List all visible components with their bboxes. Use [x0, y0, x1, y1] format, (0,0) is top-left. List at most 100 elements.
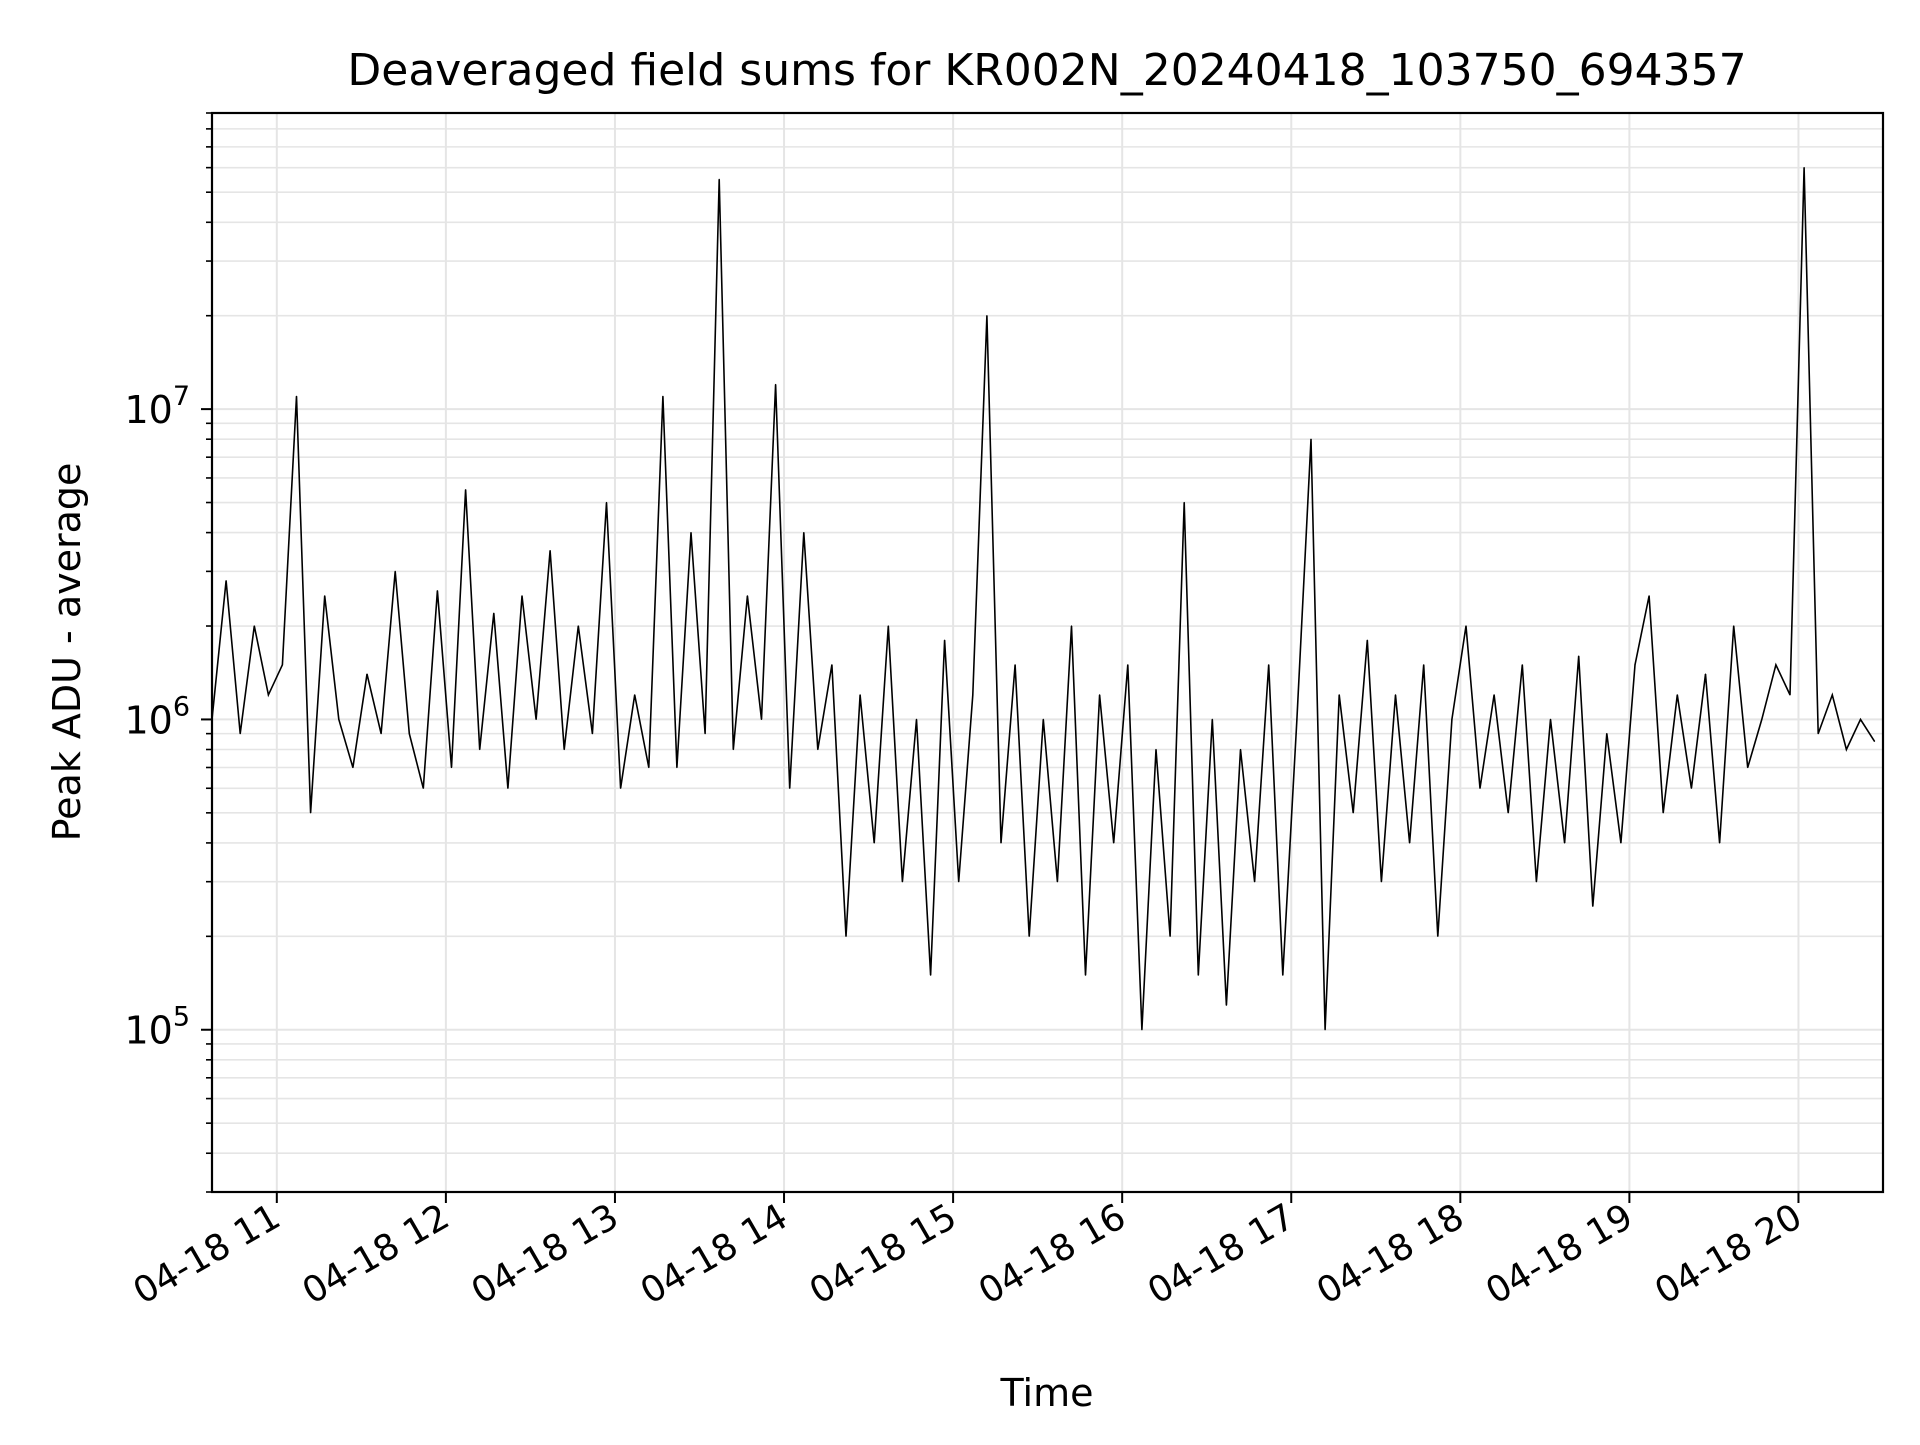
data-point — [775, 383, 777, 386]
data-point — [1366, 639, 1368, 641]
data-point — [1155, 748, 1157, 751]
data-point — [549, 550, 551, 552]
data-point — [1183, 501, 1185, 504]
data-point — [1225, 1004, 1227, 1006]
data-point — [746, 595, 749, 597]
y-tick-label: 105 — [124, 1002, 190, 1053]
data-point — [535, 718, 537, 721]
data-point — [295, 395, 298, 397]
data-point — [253, 625, 255, 627]
data-point — [450, 766, 453, 769]
y-tick-label-base: 10 — [124, 1009, 172, 1053]
data-point — [1282, 974, 1284, 976]
data-point — [859, 694, 861, 696]
y-tick-label: 106 — [124, 691, 190, 742]
data-point — [1028, 935, 1030, 937]
data-point — [789, 787, 791, 789]
plot-area-frame — [210, 111, 1885, 1194]
data-point — [986, 315, 988, 317]
major-grid — [212, 113, 1883, 1192]
data-point — [1831, 694, 1833, 696]
data-point — [577, 625, 579, 627]
data-point — [1056, 881, 1058, 883]
data-point — [352, 766, 354, 769]
data-point — [1169, 935, 1171, 937]
data-point — [634, 694, 636, 696]
data-point — [1690, 787, 1692, 789]
data-point — [1254, 881, 1256, 883]
data-point — [732, 748, 734, 751]
data-point — [479, 748, 481, 751]
data-point — [817, 748, 819, 751]
data-point — [310, 812, 312, 814]
data-point — [1775, 664, 1777, 666]
chart-title: Deaveraged field sums for KR002N_2024041… — [347, 45, 1746, 96]
data-point — [648, 766, 650, 769]
data-point — [493, 612, 495, 614]
data-point — [1394, 694, 1397, 696]
data-point — [944, 639, 946, 641]
data-point — [1817, 733, 1819, 735]
data-point — [1564, 842, 1566, 844]
data-point — [422, 787, 424, 789]
data-point — [1014, 664, 1016, 666]
data-point — [1493, 694, 1495, 696]
x-axis-label: Time — [1000, 1371, 1094, 1415]
data-point — [1549, 718, 1552, 721]
data-point — [408, 733, 410, 735]
data-point — [1451, 718, 1453, 721]
data-point — [1380, 881, 1382, 883]
data-point — [1606, 733, 1608, 735]
data-point — [1578, 655, 1580, 657]
data-point — [1662, 812, 1664, 814]
data-point — [1042, 718, 1044, 721]
data-point — [1423, 664, 1425, 666]
data-point — [1620, 842, 1622, 844]
data-point — [591, 733, 594, 735]
data-point — [1197, 974, 1199, 976]
data-point — [1648, 595, 1650, 597]
data-point — [324, 595, 326, 597]
data-point — [1127, 664, 1129, 666]
data-point — [1704, 673, 1707, 675]
y-tick-label-base: 10 — [124, 698, 172, 742]
data-point — [465, 489, 467, 491]
data-point — [436, 590, 438, 592]
y-tick-label-exponent: 5 — [173, 1002, 190, 1033]
data-point — [676, 766, 678, 769]
data-point — [380, 733, 382, 735]
data-point — [267, 694, 269, 696]
data-point — [1437, 935, 1439, 937]
data-point — [1634, 664, 1636, 666]
y-tick-label-exponent: 7 — [173, 381, 190, 412]
data-point — [1747, 766, 1749, 769]
data-point — [1409, 842, 1411, 844]
y-axis-label: Peak ADU - average — [45, 463, 89, 842]
data-point — [225, 580, 227, 582]
data-point — [901, 881, 904, 883]
data-point — [1592, 905, 1594, 907]
data-point — [1268, 664, 1270, 666]
data-point — [1789, 694, 1791, 696]
data-point — [1507, 812, 1509, 814]
data-point — [803, 532, 805, 534]
data-point — [1719, 842, 1721, 844]
data-point — [873, 842, 875, 844]
data-point — [1296, 718, 1298, 721]
data-point — [1845, 748, 1847, 751]
data-point — [1000, 842, 1002, 844]
data-point — [662, 395, 664, 397]
data-point — [1873, 740, 1876, 742]
data-point — [718, 178, 720, 180]
data-point — [1761, 718, 1763, 721]
data-point — [690, 532, 692, 534]
y-tick-label: 107 — [124, 381, 190, 432]
data-point — [1084, 974, 1087, 976]
data-point — [1070, 625, 1073, 627]
y-tick-label-exponent: 6 — [173, 691, 190, 722]
data-point — [563, 748, 565, 751]
data-point — [620, 787, 622, 789]
